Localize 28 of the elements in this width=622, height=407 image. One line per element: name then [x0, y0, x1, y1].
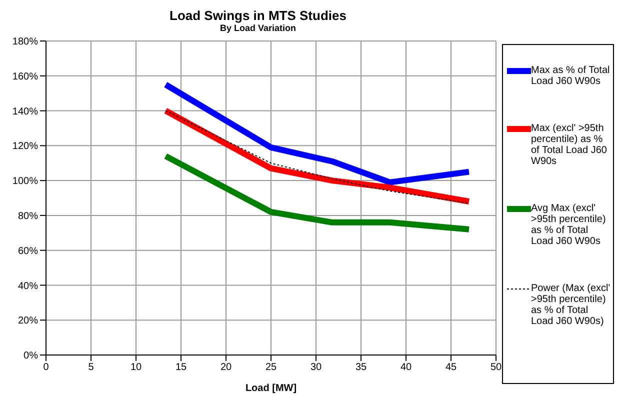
chart-subtitle: By Load Variation [218, 23, 298, 33]
legend-label: Avg Max (excl' >95th percentile) as % of Total Load J60 W90s [531, 203, 607, 247]
x-tick-label: 20 [220, 362, 232, 374]
y-tick-label: 120% [12, 141, 38, 152]
x-tick-label: 30 [310, 362, 322, 374]
x-tick-label: 50 [490, 362, 502, 374]
legend-label: Power (Max (excl' >95th percentile) as % of Total Load J60 W90s) [531, 283, 611, 327]
y-tick-label: 140% [12, 106, 38, 118]
x-tick-label: 10 [130, 362, 142, 374]
x-tick-label: 35 [355, 362, 367, 374]
y-tick-label: 100% [12, 176, 38, 188]
y-tick-label: 180% [12, 36, 38, 48]
x-tick-label: 25 [265, 362, 277, 374]
y-tick-label: 0% [24, 350, 38, 362]
x-tick-label: 5 [88, 362, 94, 374]
y-tick-label: 60% [18, 246, 38, 257]
y-tick-label: 20% [18, 316, 38, 327]
y-tick-label: 40% [18, 280, 38, 292]
x-tick-label: 40 [400, 362, 412, 374]
y-tick-label: 160% [12, 71, 38, 82]
legend-label: Max as % of Total Load J60 W90s [531, 65, 611, 87]
chart-title: Load Swings in MTS Studies [168, 8, 348, 23]
x-axis-title: Load [MW] [245, 383, 297, 394]
x-tick-label: 15 [175, 362, 187, 374]
legend-label: Max (excl' >95th percentile) as % of Total Load J60 W90s [531, 123, 608, 167]
y-tick-label: 80% [18, 210, 38, 222]
x-tick-label: 45 [445, 362, 457, 374]
x-tick-label: 0 [43, 362, 50, 374]
